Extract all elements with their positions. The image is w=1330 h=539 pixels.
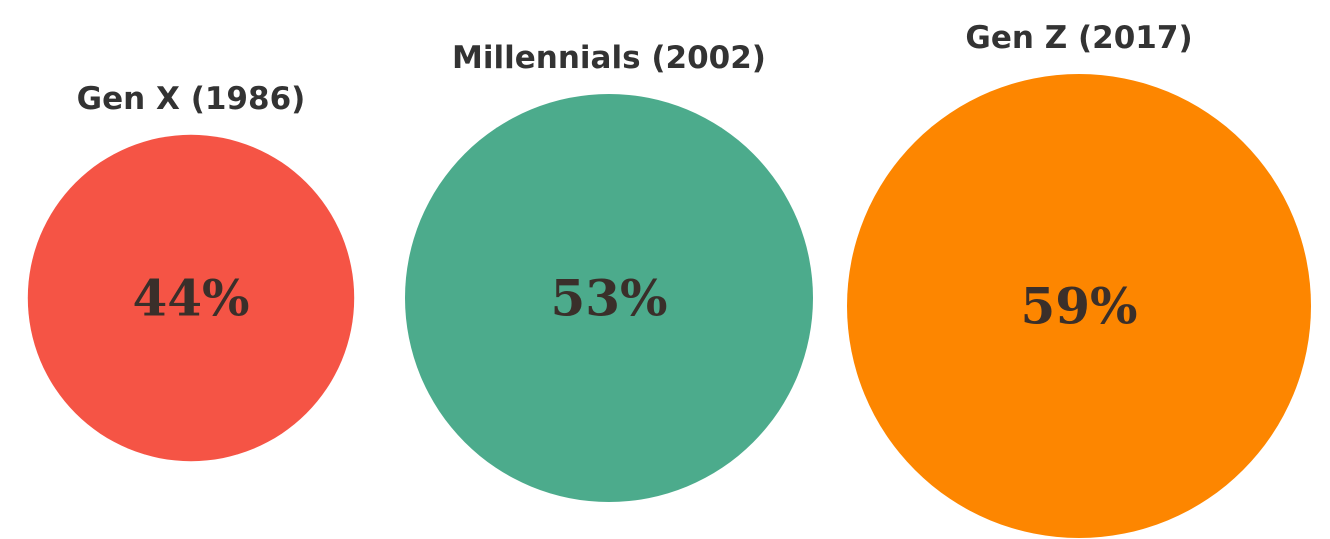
bubble-category-label-3: Gen Z (2017)	[965, 20, 1192, 56]
bubble-value-label-3: 59%	[1020, 277, 1137, 336]
bubble-value-label-1: 44%	[132, 269, 249, 328]
bubble-1	[27, 134, 355, 462]
bubble-2	[405, 94, 813, 502]
bubble-category-label-2: Millennials (2002)	[452, 40, 766, 76]
bubble-3	[847, 74, 1311, 538]
bubble-category-label-1: Gen X (1986)	[77, 81, 306, 117]
bubble-group: 44% Gen X (1986) 53% Millennials (2002) 59% G…	[27, 20, 1311, 538]
bubble-value-label-2: 53%	[550, 269, 667, 328]
